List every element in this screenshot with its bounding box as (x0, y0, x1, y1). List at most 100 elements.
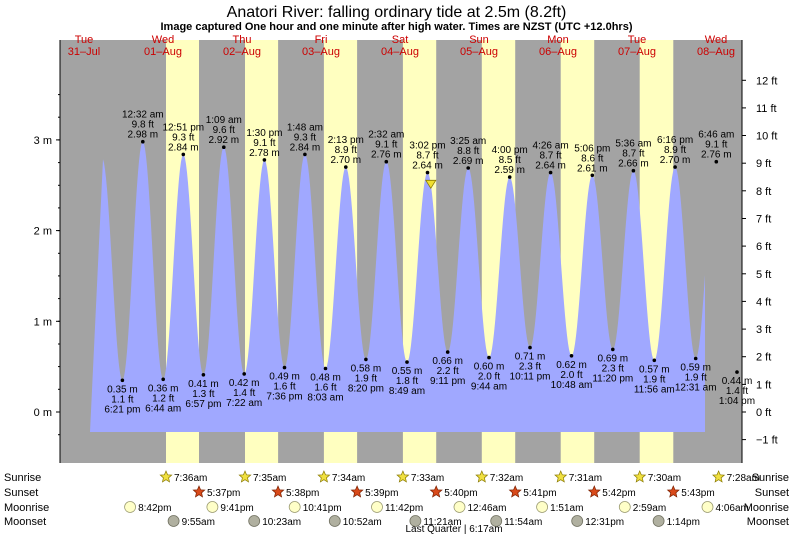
low-tide-time: 10:11 pm (510, 372, 551, 383)
high-tide-time: 6:46 am (698, 130, 734, 141)
low-tide-time: 7:22 am (226, 398, 262, 409)
right-tick-label: 4 ft (756, 296, 771, 308)
low-tide-m: 0.48 m (310, 373, 341, 384)
moonrise-icon (618, 501, 631, 513)
low-tide-time: 8:49 am (389, 386, 425, 397)
day-date: 02–Aug (223, 46, 261, 58)
low-tide-m: 0.55 m (392, 366, 423, 377)
low-tide-ft: 1.9 ft (355, 373, 377, 384)
low-tide-point (487, 355, 491, 360)
right-tick-label: 7 ft (756, 214, 771, 226)
day-labels: Tue31–JulWed01–AugThu02–AugFri03–AugSat0… (68, 34, 735, 58)
low-tide-time: 11:56 am (634, 384, 675, 395)
row-label-moonrise-left: Moonrise (4, 502, 49, 514)
tide-curve (90, 141, 705, 433)
high-tide-time: 3:25 am (450, 136, 486, 147)
high-tide-m: 2.78 m (249, 148, 280, 159)
row-label-sunrise-left: Sunrise (4, 472, 41, 484)
sunset-icon (429, 485, 443, 498)
high-tide-time: 12:51 pm (162, 122, 204, 133)
high-tide-ft: 9.6 ft (213, 125, 235, 136)
moonset-icon (571, 515, 584, 527)
low-tide-point (120, 378, 125, 383)
row-label-sunrise-right: Sunrise (752, 472, 789, 484)
chart-subtitle: Image captured One hour and one minute a… (161, 21, 633, 33)
day-date: 08–Aug (697, 46, 735, 58)
sunset-time: 5:41pm (523, 488, 556, 499)
low-tide-m: 0.69 m (598, 353, 629, 364)
low-tide-time: 10:48 am (551, 380, 593, 391)
moonrise-time: 10:41pm (303, 503, 342, 514)
low-tide-ft: 1.4 ft (233, 388, 255, 399)
low-tide-point (652, 358, 657, 363)
sunset-time: 5:43pm (681, 488, 714, 499)
low-tide-ft: 1.9 ft (643, 374, 665, 385)
day-weekday: Sun (469, 34, 489, 46)
moonset-icon (490, 515, 503, 527)
moonset-icon (409, 515, 422, 527)
day-date: 03–Aug (302, 46, 340, 58)
sunrise-icon (159, 470, 173, 483)
high-tide-m: 2.70 m (660, 155, 691, 166)
day-weekday: Mon (547, 34, 568, 46)
high-tide-ft: 8.7 ft (539, 151, 561, 162)
moonrise-icon (288, 501, 301, 513)
day-weekday: Sat (392, 34, 409, 46)
moonrise-time: 9:41pm (220, 503, 253, 514)
day-weekday: Tue (628, 34, 647, 46)
moonset-time: 10:23am (262, 517, 301, 528)
low-tide-time: 6:57 pm (185, 399, 221, 410)
sunrise-icon (712, 470, 726, 483)
moonrise-icon (124, 501, 137, 513)
high-tide-time: 1:30 pm (246, 128, 282, 139)
high-tide-m: 2.92 m (209, 135, 240, 146)
row-label-moonrise-right: Moonrise (744, 502, 789, 514)
day-weekday: Thu (233, 34, 252, 46)
high-tide-time: 2:13 pm (328, 135, 364, 146)
low-tide-m: 0.35 m (107, 384, 138, 395)
low-tide-ft: 1.3 ft (192, 389, 214, 400)
high-tide-ft: 8.8 ft (457, 146, 479, 157)
moonrise-icon (536, 501, 548, 513)
chart-title: Anatori River: falling ordinary tide at … (227, 4, 567, 21)
low-tide-m: 0.60 m (474, 362, 505, 373)
sunrise-time: 7:32am (490, 473, 523, 484)
day-date: 07–Aug (618, 46, 656, 58)
tide-labels: 0.35 m1.1 ft6:21 pm 12:32 am9.8 ft2.98 m 0… (104, 110, 755, 416)
sunrise-icon (554, 470, 568, 483)
high-tide-ft: 9.3 ft (172, 132, 194, 143)
moonrise-icon (701, 501, 714, 513)
high-tide-m: 2.98 m (128, 130, 159, 141)
high-tide-point (384, 159, 389, 164)
low-tide-time: 9:11 pm (430, 376, 465, 387)
high-tide-point (673, 165, 677, 169)
moonset-time: 9:55am (182, 517, 215, 528)
low-tide-m: 0.49 m (269, 372, 300, 383)
sunrise-icon (317, 470, 331, 483)
moonset-icon (328, 515, 341, 527)
high-tide-point (590, 173, 595, 178)
high-tide-time: 2:32 am (368, 130, 404, 141)
right-tick-label: 10 ft (756, 131, 777, 143)
low-tide-time: 11:20 pm (592, 373, 633, 384)
sunrise-time: 7:31am (569, 473, 602, 484)
right-tick-label: 1 ft (756, 379, 771, 391)
left-tick-label: 2 m (34, 226, 52, 238)
high-tide-point (222, 145, 226, 149)
high-tide-m: 2.70 m (331, 155, 362, 166)
low-tide-ft: 1.6 ft (314, 383, 336, 394)
sunrise-time: 7:28am (727, 473, 760, 484)
low-tide-point (201, 373, 206, 377)
sunset-icon (271, 485, 285, 498)
high-tide-m: 2.69 m (453, 156, 484, 167)
moonrise-icon (453, 501, 466, 513)
low-tide-time: 12:31 am (675, 383, 717, 394)
low-tide-point (242, 372, 246, 376)
low-tide-point (364, 357, 368, 362)
right-tick-label: 6 ft (756, 241, 771, 253)
moonrise-time: 2:59am (633, 503, 666, 514)
low-tide-time: 6:44 am (145, 403, 181, 414)
day-date: 31–Jul (68, 46, 100, 58)
low-tide-time: 9:44 am (471, 382, 507, 393)
